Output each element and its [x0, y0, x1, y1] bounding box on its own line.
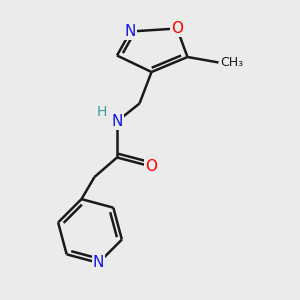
Text: N: N [93, 255, 104, 270]
Text: H: H [96, 106, 106, 119]
Text: N: N [125, 24, 136, 39]
Text: CH₃: CH₃ [220, 56, 243, 69]
Text: N: N [111, 114, 123, 129]
Text: O: O [146, 159, 158, 174]
Text: O: O [171, 21, 183, 36]
